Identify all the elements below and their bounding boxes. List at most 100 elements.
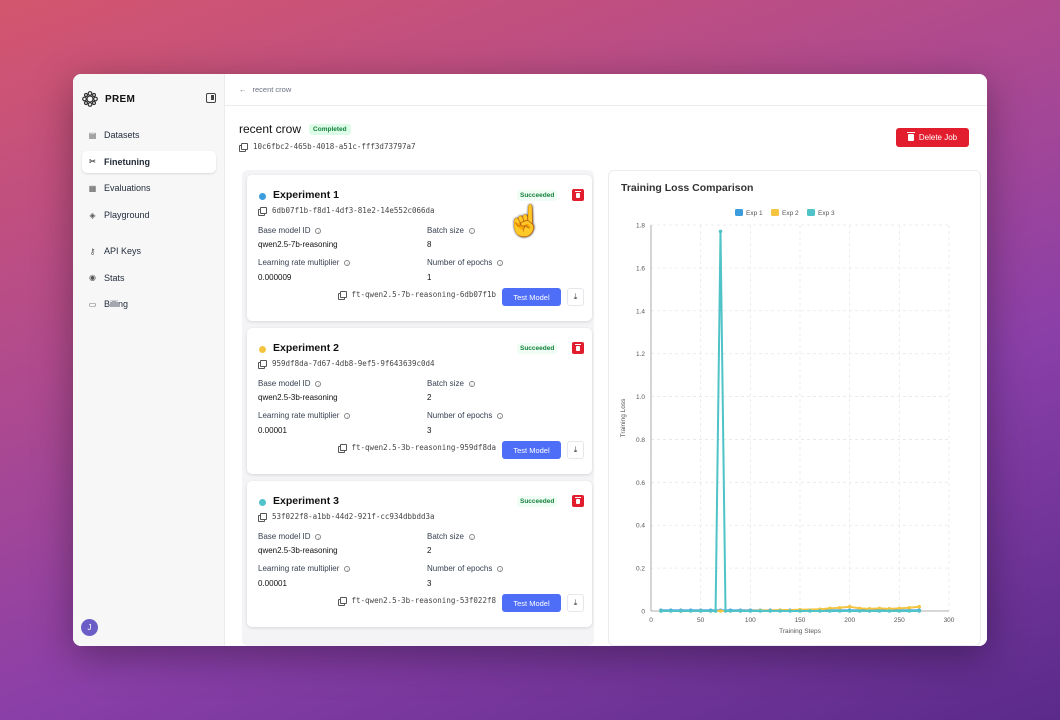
brand[interactable]: PREM <box>81 90 135 108</box>
delete-experiment-button[interactable] <box>572 495 584 507</box>
base-model-label: Base model ID i <box>258 532 322 541</box>
y-tick-label: 0.8 <box>636 437 645 444</box>
test-model-button[interactable]: Test Model <box>502 441 561 459</box>
sidebar-item-billing[interactable]: ▭ Billing <box>82 293 216 315</box>
main-content: ← recent crow recent crow Completed 10c6… <box>225 74 987 646</box>
y-tick-label: 1.0 <box>636 394 645 401</box>
experiment-card: Experiment 2 Succeeded 959df8da-7d67-4db… <box>247 328 592 474</box>
data-point <box>897 609 902 613</box>
sidebar-item-api-keys[interactable]: ⚷ API Keys <box>82 240 216 262</box>
sidebar-item-label: API Keys <box>104 246 142 256</box>
epochs-label: Number of epochs i <box>427 258 504 267</box>
ft-model-id: ft-qwen2.5-7b-reasoning-6db07f1b <box>351 290 497 299</box>
sidebar-item-stats[interactable]: ◉ Stats <box>82 267 216 289</box>
back-arrow-icon[interactable]: ← <box>239 85 247 94</box>
sidebar-collapse-icon[interactable] <box>206 93 216 103</box>
copy-icon[interactable] <box>258 359 267 369</box>
y-tick-label: 0 <box>641 609 645 616</box>
sidebar-item-label: Datasets <box>104 130 140 140</box>
ft-model-id: ft-qwen2.5-3b-reasoning-53f022f8 <box>351 596 497 605</box>
label-text: Learning rate multiplier <box>258 564 340 573</box>
experiment-name: Experiment 3 <box>273 495 339 507</box>
info-icon[interactable]: i <box>468 533 475 540</box>
batch-size-value: 8 <box>427 240 432 249</box>
playground-icon: ◈ <box>89 210 96 220</box>
sidebar-item-label: Billing <box>104 299 129 310</box>
test-model-button[interactable]: Test Model <box>502 594 561 612</box>
pointer-hand-icon: ☝ <box>506 205 544 238</box>
info-icon[interactable]: i <box>315 380 322 387</box>
trash-icon <box>575 190 581 198</box>
key-icon: ⚷ <box>89 246 96 256</box>
breadcrumb-label[interactable]: recent crow <box>252 85 292 94</box>
avatar[interactable]: J <box>81 619 98 636</box>
lr-mult-label: Learning rate multiplier i <box>258 411 351 420</box>
sidebar-item-datasets[interactable]: ▤ Datasets <box>82 124 216 146</box>
copy-icon[interactable] <box>258 206 267 216</box>
lr-mult-value: 0.000009 <box>258 273 292 282</box>
batch-size-value: 2 <box>427 546 432 555</box>
ft-model-row: ft-qwen2.5-7b-reasoning-6db07f1b <box>337 290 497 300</box>
base-model-label: Base model ID i <box>258 379 322 388</box>
sidebar-item-finetuning[interactable]: ✂ Finetuning <box>82 150 216 173</box>
y-tick-label: 1.2 <box>636 351 645 358</box>
info-icon[interactable]: i <box>315 533 322 540</box>
download-button[interactable]: ⤓ <box>567 288 584 306</box>
data-point <box>818 609 822 613</box>
label-text: Base model ID <box>258 226 311 235</box>
download-icon: ⤓ <box>573 598 578 607</box>
copy-icon[interactable] <box>239 142 248 152</box>
label-text: Number of epochs <box>427 258 493 267</box>
job-id: 10c6fbc2-465b-4018-a51c-fff3d73797a7 <box>253 142 416 151</box>
delete-experiment-button[interactable] <box>572 189 584 201</box>
info-icon[interactable]: i <box>497 412 504 419</box>
copy-icon[interactable] <box>337 443 347 453</box>
label-text: Number of epochs <box>427 411 493 420</box>
sidebar-item-evaluations[interactable]: ▦ Evaluations <box>82 177 216 199</box>
prem-logo-icon <box>82 91 98 107</box>
info-icon[interactable]: i <box>344 412 351 419</box>
copy-icon[interactable] <box>337 290 347 300</box>
legend-label: Exp 2 <box>782 210 799 217</box>
info-icon[interactable]: i <box>468 227 475 234</box>
info-icon[interactable]: i <box>315 227 322 234</box>
data-point <box>768 609 772 613</box>
delete-job-label: Delete Job <box>918 133 958 142</box>
data-point <box>718 229 723 234</box>
batch-size-value: 2 <box>427 393 432 402</box>
sidebar-item-label: Finetuning <box>104 156 150 167</box>
label-text: Base model ID <box>258 379 311 388</box>
copy-icon[interactable] <box>337 596 347 606</box>
data-point <box>808 609 812 613</box>
info-icon[interactable]: i <box>497 565 504 572</box>
experiment-id: 959df8da-7d67-4db8-9ef5-9f643639c0d4 <box>272 359 435 368</box>
x-tick-label: 200 <box>844 617 855 624</box>
download-button[interactable]: ⤓ <box>567 594 584 612</box>
data-point <box>698 609 703 613</box>
copy-icon[interactable] <box>258 512 267 522</box>
experiment-name: Experiment 1 <box>273 189 339 201</box>
experiment-color-dot <box>259 499 266 506</box>
experiment-color-dot <box>259 346 266 353</box>
sidebar-item-label: Playground <box>104 210 150 221</box>
sidebar-item-playground[interactable]: ◈ Playground <box>82 204 216 226</box>
label-text: Batch size <box>427 226 464 235</box>
delete-job-button[interactable]: Delete Job <box>896 128 969 147</box>
page-title: recent crow <box>239 122 302 136</box>
test-model-button[interactable]: Test Model <box>502 288 561 306</box>
download-button[interactable]: ⤓ <box>567 441 584 459</box>
data-point <box>713 609 718 613</box>
epochs-label: Number of epochs i <box>427 411 504 420</box>
base-model-value: qwen2.5-3b-reasoning <box>258 546 338 555</box>
experiment-id-row: 6db07f1b-f8d1-4df3-81e2-14e552c066da <box>258 206 435 216</box>
legend-label: Exp 3 <box>818 210 835 217</box>
chart-title: Training Loss Comparison <box>621 182 754 194</box>
label-text: Batch size <box>427 379 464 388</box>
info-icon[interactable]: i <box>344 565 351 572</box>
delete-experiment-button[interactable] <box>572 342 584 354</box>
info-icon[interactable]: i <box>468 380 475 387</box>
data-point <box>798 609 802 613</box>
info-icon[interactable]: i <box>497 259 504 266</box>
lr-mult-label: Learning rate multiplier i <box>258 564 351 573</box>
info-icon[interactable]: i <box>344 259 351 266</box>
